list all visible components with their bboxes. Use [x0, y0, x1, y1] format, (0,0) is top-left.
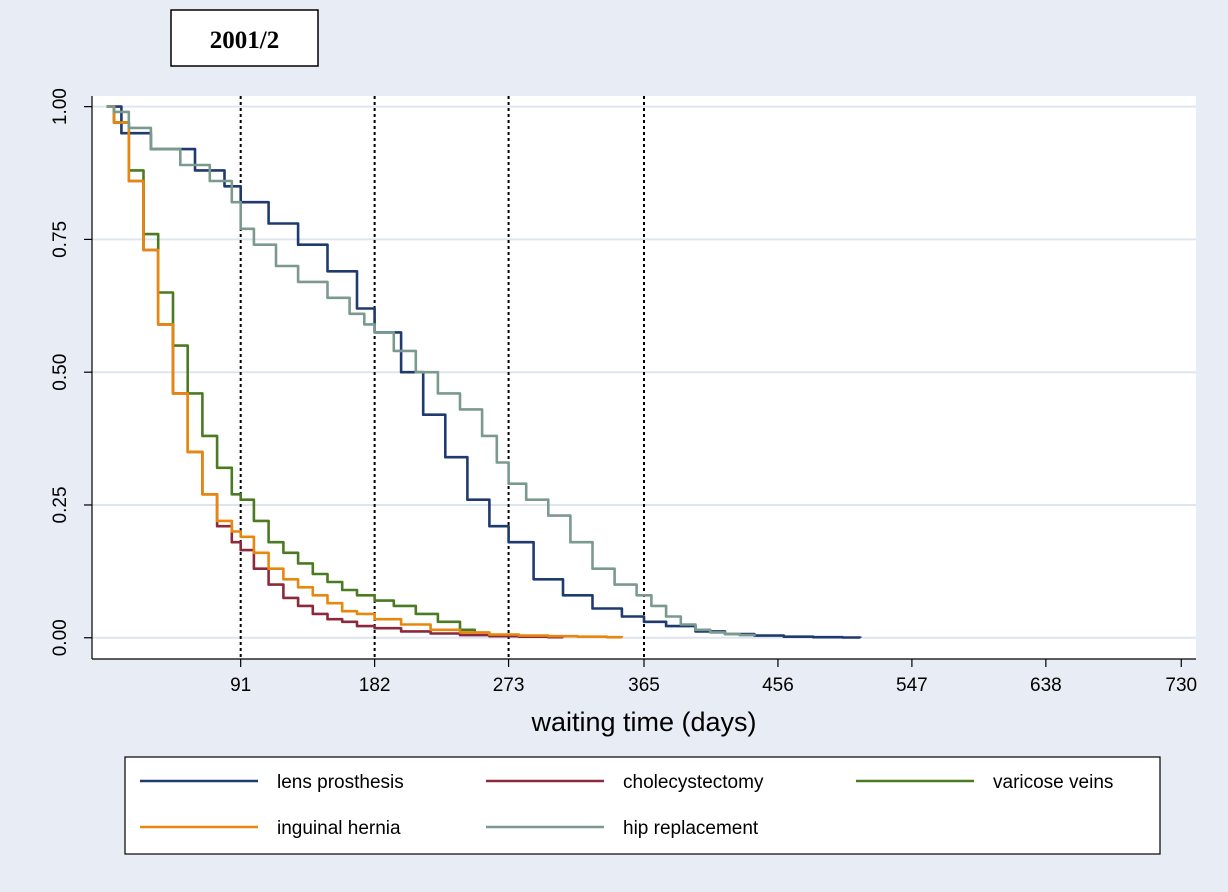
chart-title-frame	[170, 9, 319, 67]
x-axis-label: waiting time (days)	[530, 707, 756, 737]
y-tick-label: 0.25	[50, 486, 71, 523]
series-line-hip-replacement	[106, 105, 756, 637]
legend-label: lens prosthesis	[277, 772, 404, 793]
x-tick-label: 730	[1165, 675, 1197, 696]
reference-lines	[239, 96, 645, 659]
legend: lens prosthesis cholecystectomy varicose v…	[124, 756, 1161, 855]
legend-label: hip replacement	[623, 818, 759, 839]
x-tick-label: 547	[896, 675, 928, 696]
x-tick-label: 273	[493, 675, 525, 696]
y-tick-label: 1.00	[50, 88, 71, 125]
x-tick-label: 182	[359, 675, 391, 696]
x-tick-label: 365	[628, 675, 660, 696]
y-tick-label: 0.75	[50, 221, 71, 258]
legend-label: varicose veins	[993, 772, 1113, 793]
x-tick-label: 91	[230, 675, 251, 696]
x-tick-label: 456	[762, 675, 794, 696]
series-lines	[106, 105, 862, 639]
chart-title: 2001/2	[210, 27, 279, 54]
chart-title-box: 2001/2	[170, 9, 319, 67]
series-line-inguinal-hernia	[106, 105, 624, 639]
legend-label: inguinal hernia	[277, 818, 401, 839]
y-tick-label: 0.00	[50, 619, 71, 656]
y-axis-ticks: 0.00 0.25 0.50 0.75 1.00	[50, 88, 92, 656]
y-tick-label: 0.50	[50, 354, 71, 391]
legend-frame	[124, 756, 1161, 855]
x-axis-ticks: 91 182 273 365 456 547 638 730	[230, 659, 1197, 696]
x-tick-label: 638	[1030, 675, 1062, 696]
legend-label: cholecystectomy	[623, 772, 764, 793]
